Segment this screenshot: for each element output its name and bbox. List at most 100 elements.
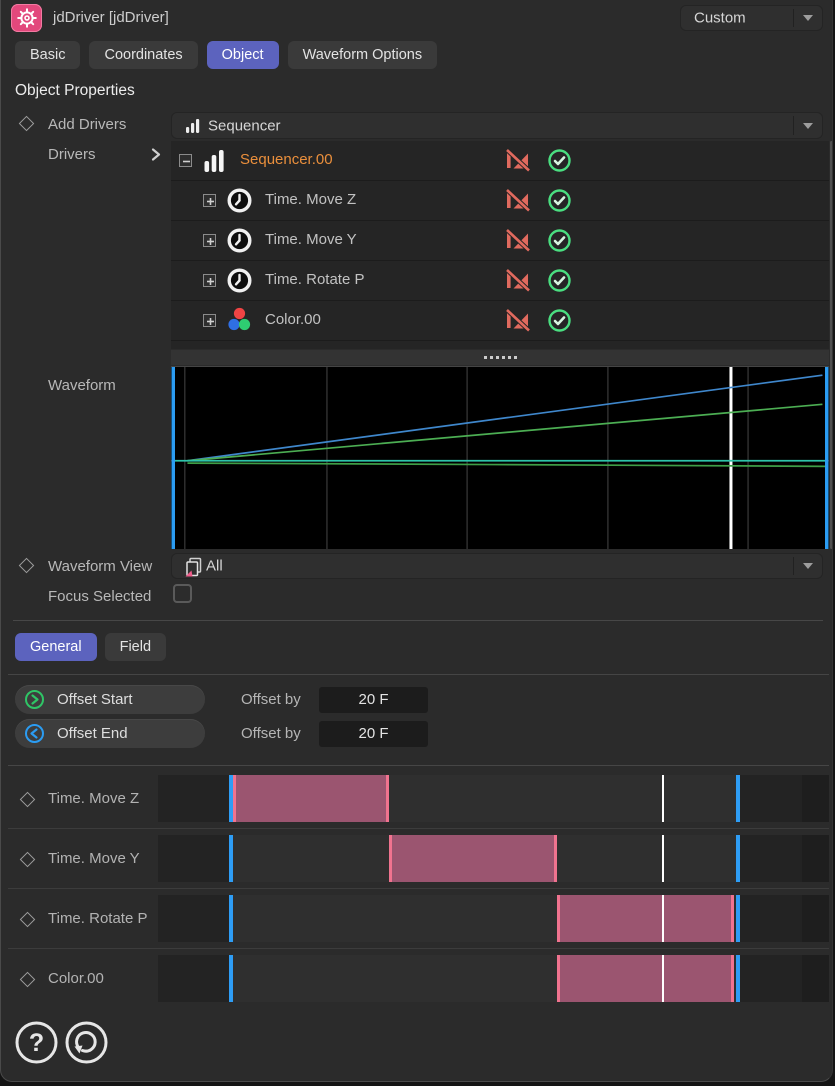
waveform-label: Waveform <box>48 377 116 394</box>
playhead-marker[interactable] <box>661 955 665 1002</box>
tab-basic[interactable]: Basic <box>15 41 81 69</box>
tree-row[interactable]: Time. Move Y <box>171 221 829 261</box>
tree-row[interactable]: Color.00 <box>171 301 829 341</box>
drivers-label[interactable]: Drivers <box>48 146 96 163</box>
mute-waveform-icon[interactable] <box>505 228 530 253</box>
timeline-region[interactable] <box>233 775 389 822</box>
timeline-row-label: Time. Rotate P <box>48 910 148 927</box>
plus-expander[interactable] <box>203 314 216 327</box>
playhead-marker[interactable] <box>661 775 665 822</box>
chevron-right-icon[interactable] <box>150 147 162 162</box>
sequencer-select-value: Sequencer <box>208 117 281 134</box>
tree-row[interactable]: Time. Rotate P <box>171 261 829 301</box>
divider <box>13 620 823 621</box>
tree-row-label[interactable]: Sequencer.00 <box>240 151 333 168</box>
timeline-row-label: Time. Move Z <box>48 790 140 807</box>
chevron-down-icon <box>803 122 813 129</box>
timeline-region[interactable] <box>557 955 734 1002</box>
tab-general[interactable]: General <box>15 633 97 661</box>
offset-by-label: Offset by <box>241 691 301 708</box>
mute-waveform-icon[interactable] <box>505 268 530 293</box>
range-start-marker[interactable] <box>229 835 234 882</box>
timeline-bar[interactable] <box>158 895 829 942</box>
add-drivers-label[interactable]: Add Drivers <box>48 116 127 133</box>
range-start-marker[interactable] <box>229 895 234 942</box>
tree-row-label[interactable]: Color.00 <box>265 311 321 328</box>
range-end-marker[interactable] <box>735 775 740 822</box>
timeline-bar[interactable] <box>158 775 829 822</box>
mute-waveform-icon[interactable] <box>505 188 530 213</box>
sub-tab-bar: General Field <box>15 633 167 661</box>
tab-field[interactable]: Field <box>104 633 167 661</box>
enabled-check-icon[interactable] <box>547 188 572 213</box>
driver-tree: Sequencer.00 Time. Move Z <box>171 141 829 349</box>
range-start-marker[interactable] <box>229 955 234 1002</box>
enabled-check-icon[interactable] <box>547 268 572 293</box>
tab-coordinates[interactable]: Coordinates <box>89 41 198 69</box>
reset-icon[interactable] <box>64 1020 109 1065</box>
timeline-row-label: Time. Move Y <box>48 850 140 867</box>
range-end-marker[interactable] <box>735 955 740 1002</box>
scrollbar[interactable] <box>830 141 832 549</box>
layers-icon <box>185 557 202 577</box>
timeline-region[interactable] <box>388 835 558 882</box>
plus-expander[interactable] <box>203 234 216 247</box>
divider <box>8 674 829 675</box>
plus-expander[interactable] <box>203 274 216 287</box>
range-start-marker[interactable] <box>229 775 234 822</box>
divider <box>8 888 829 889</box>
timeline-region[interactable] <box>557 895 734 942</box>
tree-row[interactable]: Time. Move Z <box>171 181 829 221</box>
chevron-down-icon <box>803 15 813 21</box>
tab-waveform-options[interactable]: Waveform Options <box>287 41 438 69</box>
clock-icon <box>227 268 252 293</box>
tree-row-label[interactable]: Time. Move Z <box>265 191 357 208</box>
chevron-down-icon <box>803 563 813 569</box>
sequencer-select[interactable]: Sequencer <box>171 112 823 139</box>
playhead-marker[interactable] <box>661 895 665 942</box>
sequencer-bars-icon <box>186 119 200 133</box>
arrow-left-circle-icon <box>25 724 44 743</box>
tree-row-label[interactable]: Time. Move Y <box>265 231 357 248</box>
help-icon[interactable]: ? <box>14 1020 59 1065</box>
diamond-icon <box>19 911 36 928</box>
tab-object[interactable]: Object <box>206 41 279 69</box>
playhead-marker[interactable] <box>661 835 665 882</box>
minus-expander[interactable] <box>179 154 192 167</box>
waveform-display[interactable] <box>171 366 829 549</box>
preset-select-value: Custom <box>694 9 746 27</box>
divider <box>8 948 829 949</box>
offset-by-label: Offset by <box>241 725 301 742</box>
offset-start-input[interactable]: 20 F <box>319 687 428 713</box>
arrow-right-circle-icon <box>25 690 44 709</box>
range-end-marker[interactable] <box>735 835 740 882</box>
mute-waveform-icon[interactable] <box>505 148 530 173</box>
timeline-bar[interactable] <box>158 955 829 1002</box>
splitter-dots-icon <box>483 356 517 359</box>
enabled-check-icon[interactable] <box>547 148 572 173</box>
clock-icon <box>227 228 252 253</box>
offset-start-label: Offset Start <box>57 691 133 708</box>
offset-end-input[interactable]: 20 F <box>319 721 428 747</box>
divider <box>8 828 829 829</box>
tree-row-label[interactable]: Time. Rotate P <box>265 271 365 288</box>
timeline-tail <box>802 775 829 822</box>
plus-expander[interactable] <box>203 194 216 207</box>
timeline-bar[interactable] <box>158 835 829 882</box>
rgb-icon <box>228 307 251 331</box>
enabled-check-icon[interactable] <box>547 308 572 333</box>
timeline-row-label: Color.00 <box>48 970 104 987</box>
waveform-view-select[interactable]: All <box>171 553 823 579</box>
splitter-handle[interactable] <box>171 350 829 365</box>
range-end-marker[interactable] <box>735 895 740 942</box>
offset-start-button[interactable]: Offset Start <box>15 685 205 714</box>
offset-end-button[interactable]: Offset End <box>15 719 205 748</box>
enabled-check-icon[interactable] <box>547 228 572 253</box>
diamond-icon <box>19 851 36 868</box>
preset-select[interactable]: Custom <box>680 5 823 31</box>
focus-selected-checkbox[interactable] <box>173 584 192 603</box>
offset-end-label: Offset End <box>57 725 128 742</box>
mute-waveform-icon[interactable] <box>505 308 530 333</box>
tree-row[interactable]: Sequencer.00 <box>171 141 829 181</box>
